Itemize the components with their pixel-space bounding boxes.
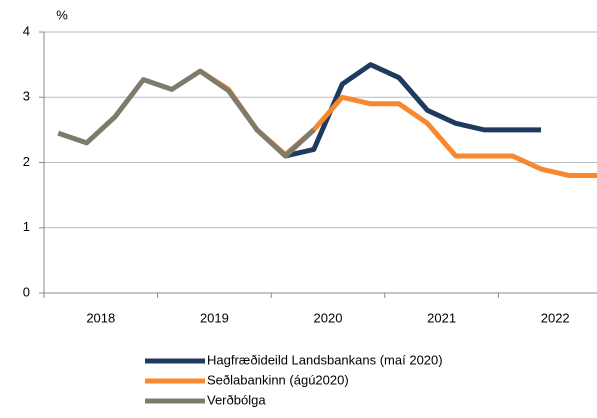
y-tick-label: 3 [23,89,30,104]
legend-label: Hagfræðideild Landsbankans (maí 2020) [207,352,443,367]
legend-label: Verðbólga [207,392,266,407]
y-tick-label: 2 [23,154,30,169]
x-tick-label: 2021 [427,310,456,325]
x-tick-label: 2020 [314,310,343,325]
x-tick-label: 2018 [86,310,115,325]
series-line [284,62,541,159]
y-unit: % [56,7,68,22]
x-tick-label: 2019 [200,310,229,325]
x-tick-label: 2022 [541,310,570,325]
y-tick-label: 0 [23,284,30,299]
series-line [198,69,597,179]
series-line [57,68,316,159]
legend-label: Seðlabankinn (ágú2020) [207,372,349,387]
y-tick-label: 1 [23,219,30,234]
y-tick-label: 4 [23,23,30,38]
